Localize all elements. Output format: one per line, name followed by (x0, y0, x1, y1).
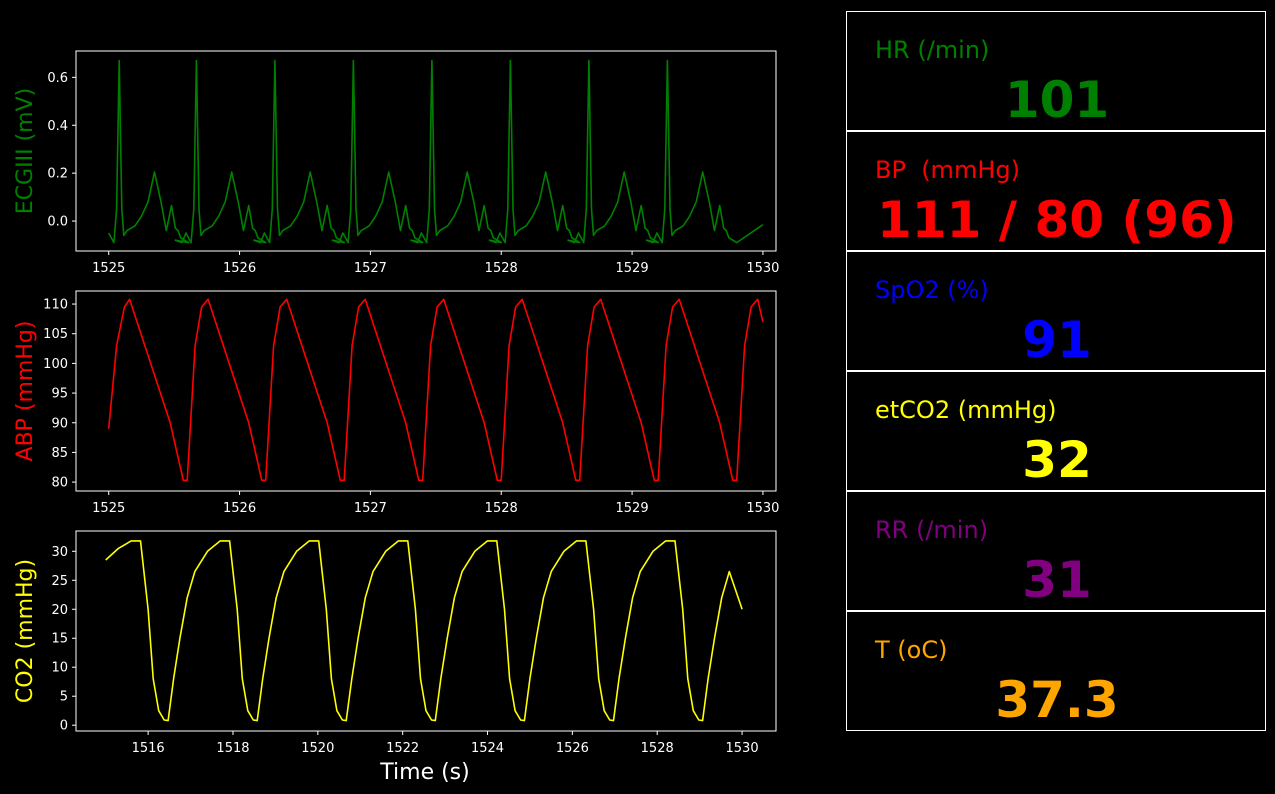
y-tick-label: 20 (51, 603, 68, 618)
x-tick-label: 1516 (132, 741, 165, 756)
temp-value: 37.3 (995, 671, 1119, 729)
etco2-label: etCO2 (mmHg) (875, 396, 1057, 424)
bp-label: BP (mmHg) (875, 156, 1020, 184)
bp-value: 111 / 80 (96) (877, 191, 1237, 249)
spo2-value: 91 (1022, 311, 1092, 369)
x-tick-label: 1528 (641, 741, 674, 756)
rr-panel: RR (/min) 31 (846, 491, 1266, 611)
temp-panel: T (oC) 37.3 (846, 611, 1266, 731)
abp-chart: 1525 1526 1527 1528 1529 1530 80 85 90 95 100 105 11… (13, 290, 779, 516)
y-tick-label: 0.4 (47, 119, 68, 134)
hr-value: 101 (1004, 71, 1110, 129)
x-tick-label: 1525 (92, 261, 125, 276)
x-tick-label: 1528 (485, 501, 518, 516)
y-tick-label: 0.6 (47, 71, 68, 86)
x-tick-label: 1522 (386, 741, 419, 756)
x-tick-label: 1526 (223, 501, 256, 516)
etco2-value: 32 (1022, 431, 1092, 489)
y-tick-label: 5 (60, 690, 68, 705)
x-tick-label: 1524 (471, 741, 504, 756)
co2-frame (75, 530, 777, 732)
ecg-y-axis-label: ECGIII (mV) (13, 88, 38, 214)
y-tick-label: 100 (43, 357, 68, 372)
x-tick-label: 1518 (216, 741, 249, 756)
y-tick-label: 95 (51, 387, 68, 402)
spo2-label: SpO2 (%) (875, 276, 989, 304)
etco2-panel: etCO2 (mmHg) 32 (846, 371, 1266, 491)
co2-x-axis-label: Time (s) (379, 760, 469, 785)
ecg-frame (75, 50, 777, 252)
co2-y-axis-label: CO2 (mmHg) (13, 559, 38, 703)
y-tick-label: 30 (51, 545, 68, 560)
y-tick-label: 0.0 (47, 215, 68, 230)
x-tick-label: 1526 (223, 261, 256, 276)
x-tick-label: 1528 (485, 261, 518, 276)
ecg-line (107, 59, 764, 244)
x-tick-label: 1527 (354, 261, 387, 276)
abp-line (107, 298, 764, 482)
temp-label: T (oC) (875, 636, 948, 664)
y-tick-label: 25 (51, 574, 68, 589)
x-tick-label: 1529 (616, 261, 649, 276)
co2-chart: 1516 1518 1520 1522 1524 1526 1528 153005101520… (13, 530, 777, 785)
ecg-chart: 1525 1526 1527 1528 1529 1530 0.0 0.2 0.4 0.6 ECGI… (13, 50, 779, 276)
y-tick-label: 10 (51, 661, 68, 676)
x-tick-label: 1527 (354, 501, 387, 516)
y-tick-label: 80 (51, 476, 68, 491)
abp-y-axis-label: ABP (mmHg) (13, 321, 38, 462)
co2-line (105, 540, 743, 722)
y-tick-label: 0.2 (47, 167, 68, 182)
y-tick-label: 85 (51, 446, 68, 461)
rr-label: RR (/min) (875, 516, 989, 544)
y-tick-label: 110 (43, 298, 68, 313)
rr-value: 31 (1022, 551, 1092, 609)
x-tick-label: 1525 (92, 501, 125, 516)
x-tick-label: 1530 (746, 261, 779, 276)
x-tick-label: 1520 (301, 741, 334, 756)
hr-panel: HR (/min) 101 (846, 11, 1266, 131)
y-tick-label: 0 (60, 719, 68, 734)
spo2-panel: SpO2 (%) 91 (846, 251, 1266, 371)
waveform-plots: 1525 1526 1527 1528 1529 15300.00.20.40.6ECGI… (13, 50, 779, 785)
x-tick-label: 1526 (556, 741, 589, 756)
abp-frame (75, 290, 777, 492)
hr-label: HR (/min) (875, 36, 990, 64)
bp-panel: BP (mmHg) 111 / 80 (96) (846, 131, 1266, 251)
y-tick-label: 15 (51, 632, 68, 647)
y-tick-label: 90 (51, 416, 68, 431)
x-tick-label: 1529 (616, 501, 649, 516)
y-tick-label: 105 (43, 327, 68, 342)
x-tick-label: 1530 (746, 501, 779, 516)
x-tick-label: 1530 (726, 741, 759, 756)
